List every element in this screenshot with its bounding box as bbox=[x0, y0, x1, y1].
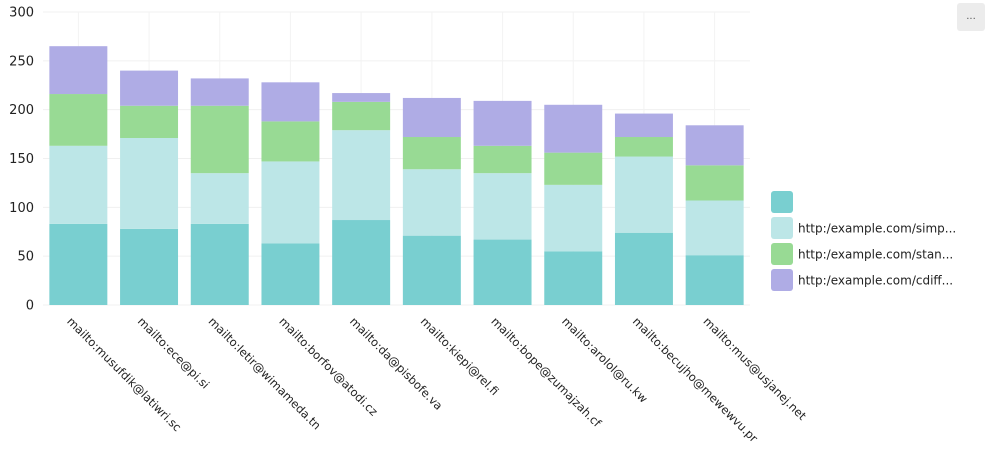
bar-stack bbox=[190, 78, 249, 305]
legend-label: http:/example.com/stan... bbox=[798, 248, 953, 262]
bars bbox=[49, 46, 744, 305]
y-tick-label: 300 bbox=[9, 6, 34, 21]
bar-segment-series-1[interactable] bbox=[402, 169, 461, 236]
bar-segment-series-3[interactable] bbox=[190, 78, 249, 106]
bar-segment-series-1[interactable] bbox=[49, 145, 108, 224]
legend-swatch bbox=[771, 269, 793, 291]
bar-segment-series-2[interactable] bbox=[685, 165, 744, 201]
bar-segment-series-1[interactable] bbox=[261, 161, 320, 244]
bar-segment-series-1[interactable] bbox=[190, 173, 249, 224]
bar-segment-series-0[interactable] bbox=[332, 220, 391, 305]
bar-segment-series-3[interactable] bbox=[120, 70, 179, 106]
bar-segment-series-2[interactable] bbox=[120, 105, 179, 138]
bar-segment-series-3[interactable] bbox=[332, 93, 391, 102]
bar-stack bbox=[473, 100, 532, 305]
bar-segment-series-0[interactable] bbox=[614, 232, 673, 305]
bar-segment-series-3[interactable] bbox=[614, 113, 673, 138]
y-axis: 0 50 100 150 200 250 300 bbox=[9, 6, 34, 314]
bar-stack bbox=[544, 104, 603, 305]
legend-swatch bbox=[771, 217, 793, 239]
chart-menu-button[interactable]: ... bbox=[957, 3, 985, 31]
bar-segment-series-2[interactable] bbox=[190, 105, 249, 174]
bar-segment-series-1[interactable] bbox=[473, 173, 532, 240]
bar-segment-series-2[interactable] bbox=[544, 152, 603, 185]
bar-segment-series-1[interactable] bbox=[614, 156, 673, 233]
bar-segment-series-2[interactable] bbox=[614, 137, 673, 157]
y-tick-label: 50 bbox=[17, 250, 34, 265]
bar-segment-series-1[interactable] bbox=[332, 130, 391, 221]
bar-segment-series-3[interactable] bbox=[473, 100, 532, 146]
bar-stack bbox=[49, 46, 108, 305]
legend-item[interactable]: http:/example.com/simp... bbox=[771, 217, 956, 239]
bar-segment-series-0[interactable] bbox=[685, 255, 744, 305]
x-tick-label: mailto:kiepi@rel.fi bbox=[418, 314, 502, 398]
legend-item[interactable]: http:/example.com/stan... bbox=[771, 243, 953, 265]
bar-stack bbox=[685, 125, 744, 305]
bar-segment-series-2[interactable] bbox=[332, 101, 391, 131]
x-tick-label: mailto:ece@pi.si bbox=[135, 314, 212, 391]
legend: http:/example.com/simp... http:/example.c… bbox=[771, 191, 956, 291]
y-tick-label: 150 bbox=[9, 152, 34, 167]
bar-segment-series-1[interactable] bbox=[120, 137, 179, 229]
y-tick-label: 100 bbox=[9, 201, 34, 216]
bar-stack bbox=[120, 70, 179, 305]
bar-segment-series-3[interactable] bbox=[685, 125, 744, 166]
bar-segment-series-2[interactable] bbox=[49, 94, 108, 146]
bar-segment-series-2[interactable] bbox=[402, 137, 461, 170]
y-tick-label: 250 bbox=[9, 54, 34, 69]
bar-segment-series-3[interactable] bbox=[402, 97, 461, 138]
bar-segment-series-1[interactable] bbox=[685, 200, 744, 256]
bar-segment-series-1[interactable] bbox=[544, 184, 603, 252]
bar-segment-series-2[interactable] bbox=[473, 145, 532, 174]
bar-segment-series-2[interactable] bbox=[261, 121, 320, 162]
bar-stack bbox=[332, 93, 391, 305]
x-axis: mailto:musufdik@latiwri.scmailto:ece@pi.… bbox=[64, 314, 809, 445]
bar-segment-series-0[interactable] bbox=[473, 239, 532, 305]
bar-segment-series-3[interactable] bbox=[544, 104, 603, 153]
bar-segment-series-0[interactable] bbox=[190, 223, 249, 305]
bar-segment-series-3[interactable] bbox=[49, 46, 108, 95]
legend-label: http:/example.com/simp... bbox=[798, 222, 956, 236]
bar-segment-series-0[interactable] bbox=[49, 223, 108, 305]
x-tick-label: mailto:becujho@mewewvu.pr bbox=[630, 314, 761, 445]
x-tick-label: mailto:letir@wimameda.tn bbox=[206, 314, 324, 432]
y-tick-label: 200 bbox=[9, 103, 34, 118]
bar-segment-series-0[interactable] bbox=[544, 251, 603, 305]
bar-stack bbox=[402, 97, 461, 305]
bar-segment-series-0[interactable] bbox=[402, 235, 461, 305]
y-tick-label: 0 bbox=[26, 299, 34, 314]
ellipsis-icon: ... bbox=[966, 11, 976, 22]
legend-label: http:/example.com/cdiff... bbox=[798, 274, 953, 288]
x-tick-label: mailto:musufdik@latiwri.sc bbox=[64, 314, 184, 434]
legend-swatch bbox=[771, 243, 793, 265]
bar-segment-series-0[interactable] bbox=[261, 243, 320, 305]
bar-segment-series-0[interactable] bbox=[120, 228, 179, 305]
bar-stack bbox=[614, 113, 673, 305]
legend-swatch bbox=[771, 191, 793, 213]
legend-item[interactable] bbox=[771, 191, 793, 213]
bar-stack bbox=[261, 82, 320, 305]
legend-item[interactable]: http:/example.com/cdiff... bbox=[771, 269, 953, 291]
bar-segment-series-3[interactable] bbox=[261, 82, 320, 122]
